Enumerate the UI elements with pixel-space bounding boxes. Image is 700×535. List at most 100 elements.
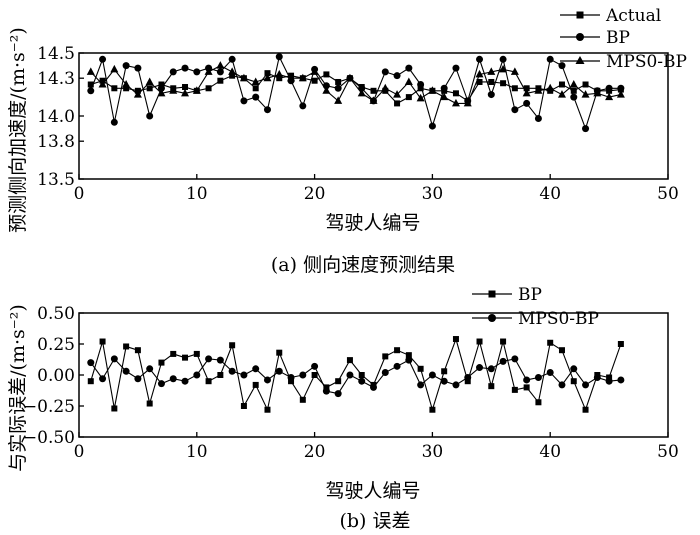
chart-b-point-mps0bp (228, 367, 236, 375)
chart-a-point-bp (275, 53, 283, 61)
chart-a-point-mps0bp (239, 73, 248, 82)
legend-a-bp-label: BP (606, 28, 630, 48)
chart-b-point-mps0bp (487, 365, 495, 373)
chart-a-xtick-label: 20 (304, 184, 326, 204)
chart-a-point-bp (546, 55, 554, 63)
chart-a-point-mps0bp (369, 96, 378, 104)
chart-a-point-mps0bp (581, 90, 590, 98)
chart-b-point-bp (405, 352, 412, 359)
chart-b-point-mps0bp (593, 373, 601, 381)
legend-a-bp-marker (576, 33, 584, 41)
chart-a-point-actual (558, 81, 565, 88)
chart-a-point-actual (394, 100, 401, 107)
chart-a-xtick-label: 10 (186, 184, 208, 204)
chart-b-point-bp (111, 405, 118, 412)
chart-b-ytick-label: 0.25 (37, 335, 75, 355)
chart-a-point-bp (393, 72, 401, 80)
chart-a-point-bp (299, 102, 307, 110)
chart-a-series-actual (87, 70, 624, 107)
chart-a-point-mps0bp (499, 64, 508, 73)
chart-b-point-mps0bp (617, 376, 625, 384)
chart-b: 0 10 20 30 40 50−0.50−0.250.000.250.50 驾驶人编号 … (7, 285, 679, 532)
chart-b-point-mps0bp (252, 365, 260, 373)
chart-b-point-mps0bp (511, 355, 519, 363)
chart-b-point-bp (299, 396, 306, 403)
chart-a-point-mps0bp (133, 90, 142, 98)
chart-a-point-actual (488, 78, 495, 85)
legend-b-bp-label: BP (518, 285, 542, 305)
chart-a-point-bp (193, 68, 201, 76)
chart-a-point-mps0bp (322, 86, 331, 94)
chart-a-point-mps0bp (475, 69, 484, 78)
chart-a-point-actual (511, 85, 518, 92)
chart-b-point-bp (535, 399, 542, 406)
chart-a-point-bp (605, 84, 613, 92)
chart-a-point-actual (476, 78, 483, 85)
chart-b-point-bp (288, 378, 295, 385)
chart-a-point-mps0bp (251, 77, 260, 85)
chart-a-point-mps0bp (204, 67, 213, 75)
chart-b-point-mps0bp (558, 381, 566, 389)
chart-b-point-mps0bp (299, 371, 307, 379)
chart-a-point-mps0bp (110, 64, 119, 73)
chart-a-point-bp (99, 55, 107, 63)
chart-b-point-bp (182, 354, 189, 361)
chart-b-ticks: 0 10 20 30 40 50 −0.50 −0.25 0.00 0.25 0.50 (23, 304, 679, 462)
chart-a-series-mps0bp (86, 61, 625, 107)
chart-a-point-mps0bp (451, 98, 460, 107)
chart-a-point-bp (122, 62, 130, 70)
chart-a-point-mps0bp (416, 93, 425, 102)
chart-a-point-mps0bp (569, 80, 578, 88)
chart-b-point-bp (452, 336, 459, 343)
chart-b-point-mps0bp (334, 390, 342, 398)
chart-a-point-bp (134, 64, 142, 72)
legend-a-mps0bp-label: MPS0-BP (606, 52, 687, 72)
chart-b-point-mps0bp (263, 376, 271, 384)
chart-b-point-bp (323, 384, 330, 391)
chart-a: 0 10 20 30 40 50 13.5 13.8 14.0 14.3 14.5 驾驶人编号 预测… (7, 6, 687, 276)
chart-a-point-mps0bp (216, 61, 225, 69)
chart-a-line-mps0bp (90, 64, 621, 104)
chart-b-point-mps0bp (452, 381, 460, 389)
chart-b-point-mps0bp (523, 376, 531, 384)
chart-b-point-bp (346, 357, 353, 364)
chart-b-point-bp (358, 372, 365, 378)
chart-a-point-mps0bp (381, 83, 390, 92)
legend-a-actual-marker (576, 11, 584, 19)
chart-a-point-actual (452, 90, 459, 97)
chart-a-point-mps0bp (275, 69, 284, 78)
chart-b-ytick-label: −0.25 (23, 397, 75, 417)
chart-a-ytick-label: 13.5 (37, 170, 75, 190)
chart-b-point-mps0bp (476, 364, 484, 372)
chart-a-point-bp (405, 64, 413, 72)
chart-b-point-mps0bp (110, 355, 118, 363)
chart-a-point-actual (335, 78, 342, 85)
chart-b-series (87, 336, 625, 413)
chart-b-xtick-label: 40 (539, 442, 561, 462)
chart-a-xtick-label: 0 (74, 184, 85, 204)
chart-b-point-mps0bp (499, 357, 507, 365)
chart-a-point-actual (323, 71, 330, 78)
chart-a-point-bp (146, 112, 154, 120)
chart-a-point-bp (228, 55, 236, 63)
chart-a-point-mps0bp (181, 88, 190, 97)
chart-a-point-actual (311, 77, 318, 84)
chart-b-point-bp (382, 353, 389, 360)
chart-a-point-mps0bp (192, 86, 201, 94)
chart-a-point-mps0bp (393, 90, 402, 98)
chart-a-point-actual (523, 85, 530, 92)
chart-a-point-mps0bp (357, 88, 366, 97)
chart-a-point-mps0bp (98, 80, 107, 88)
chart-b-point-mps0bp (428, 371, 436, 379)
chart-b-point-mps0bp (322, 387, 330, 395)
chart-a-point-mps0bp (428, 86, 437, 94)
chart-a-point-actual (417, 85, 424, 92)
chart-b-point-bp (276, 349, 283, 356)
chart-b-point-mps0bp (99, 375, 107, 383)
chart-b-point-bp (123, 343, 130, 350)
chart-b-point-bp (158, 359, 165, 366)
chart-a-point-actual (146, 85, 153, 92)
chart-a-xtick-label: 30 (422, 184, 444, 204)
chart-a-point-actual (217, 77, 224, 84)
chart-b-point-bp (617, 341, 624, 347)
